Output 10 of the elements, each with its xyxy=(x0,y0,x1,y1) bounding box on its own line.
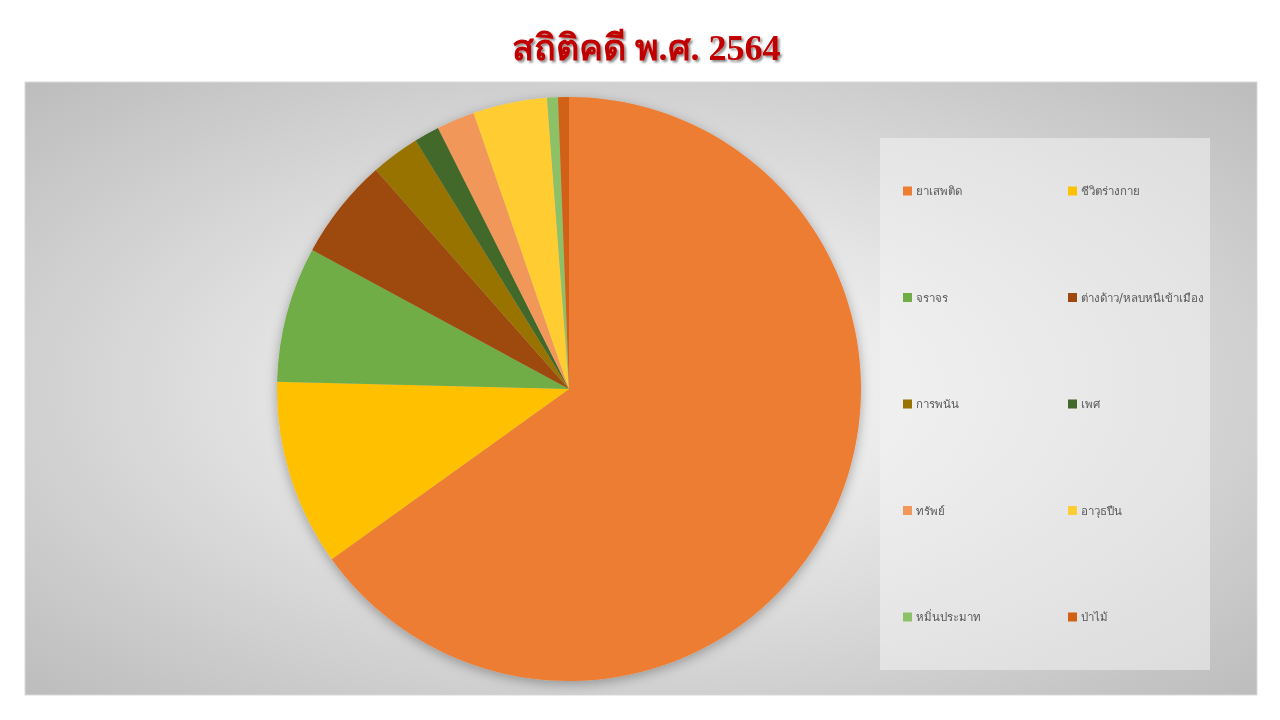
legend-label: การพนัน xyxy=(916,397,959,411)
legend-label: ทรัพย์ xyxy=(916,503,945,518)
legend-label: ชีวิตร่างกาย xyxy=(1081,184,1140,198)
legend-label: หมิ่นประมาท xyxy=(916,609,981,624)
legend-label: อาวุธปืน xyxy=(1081,503,1122,518)
legend-label: ป่าไม้ xyxy=(1081,610,1108,624)
legend-label: ยาเสพติด xyxy=(916,184,962,198)
legend-label: เพศ xyxy=(1081,397,1101,411)
title: สถิติคดี พ.ศ. 2564 xyxy=(511,28,781,68)
legend-label: จราจร xyxy=(916,290,948,305)
